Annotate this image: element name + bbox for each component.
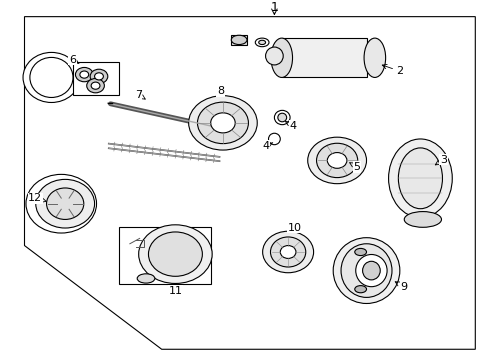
Ellipse shape [317, 143, 358, 177]
Ellipse shape [80, 71, 89, 78]
Ellipse shape [30, 58, 73, 98]
Ellipse shape [148, 232, 202, 276]
Ellipse shape [259, 40, 266, 45]
Ellipse shape [189, 96, 257, 150]
Ellipse shape [197, 102, 248, 144]
Ellipse shape [389, 139, 452, 218]
Ellipse shape [47, 188, 84, 220]
Text: 3: 3 [435, 155, 447, 165]
Text: 12: 12 [28, 193, 46, 203]
Ellipse shape [270, 237, 306, 267]
Ellipse shape [280, 246, 296, 258]
Ellipse shape [36, 179, 95, 228]
Ellipse shape [355, 248, 367, 256]
Ellipse shape [75, 67, 93, 82]
Ellipse shape [364, 38, 386, 77]
Text: 10: 10 [288, 223, 302, 233]
Text: 8: 8 [217, 86, 224, 96]
Text: 4: 4 [263, 141, 273, 151]
Ellipse shape [404, 212, 441, 227]
Ellipse shape [271, 38, 293, 77]
Text: 9: 9 [395, 282, 407, 292]
Text: 11: 11 [169, 285, 182, 296]
Ellipse shape [231, 35, 247, 45]
Text: 5: 5 [350, 162, 360, 172]
Ellipse shape [87, 78, 104, 93]
Ellipse shape [91, 82, 100, 89]
Ellipse shape [398, 148, 442, 209]
Bar [282, 38, 367, 77]
Ellipse shape [274, 111, 290, 125]
Ellipse shape [263, 231, 314, 273]
Text: 1: 1 [270, 1, 278, 14]
Ellipse shape [333, 238, 400, 303]
Bar [73, 62, 119, 95]
Ellipse shape [211, 113, 235, 133]
Ellipse shape [95, 73, 103, 80]
Ellipse shape [269, 133, 280, 145]
Ellipse shape [266, 47, 283, 65]
Ellipse shape [308, 137, 367, 184]
Ellipse shape [356, 255, 387, 287]
Ellipse shape [363, 261, 380, 280]
Ellipse shape [341, 244, 392, 297]
Text: 7: 7 [135, 90, 145, 100]
Text: 6: 6 [69, 55, 79, 64]
Text: 4: 4 [286, 121, 296, 131]
Ellipse shape [278, 113, 287, 122]
Ellipse shape [23, 53, 80, 103]
Ellipse shape [137, 274, 155, 283]
Ellipse shape [255, 38, 269, 47]
Ellipse shape [26, 174, 97, 233]
Ellipse shape [355, 285, 367, 293]
Ellipse shape [90, 69, 108, 84]
Ellipse shape [139, 225, 212, 283]
Bar [231, 35, 247, 45]
Text: 2: 2 [382, 64, 403, 76]
Bar [119, 227, 211, 284]
Ellipse shape [327, 153, 347, 168]
